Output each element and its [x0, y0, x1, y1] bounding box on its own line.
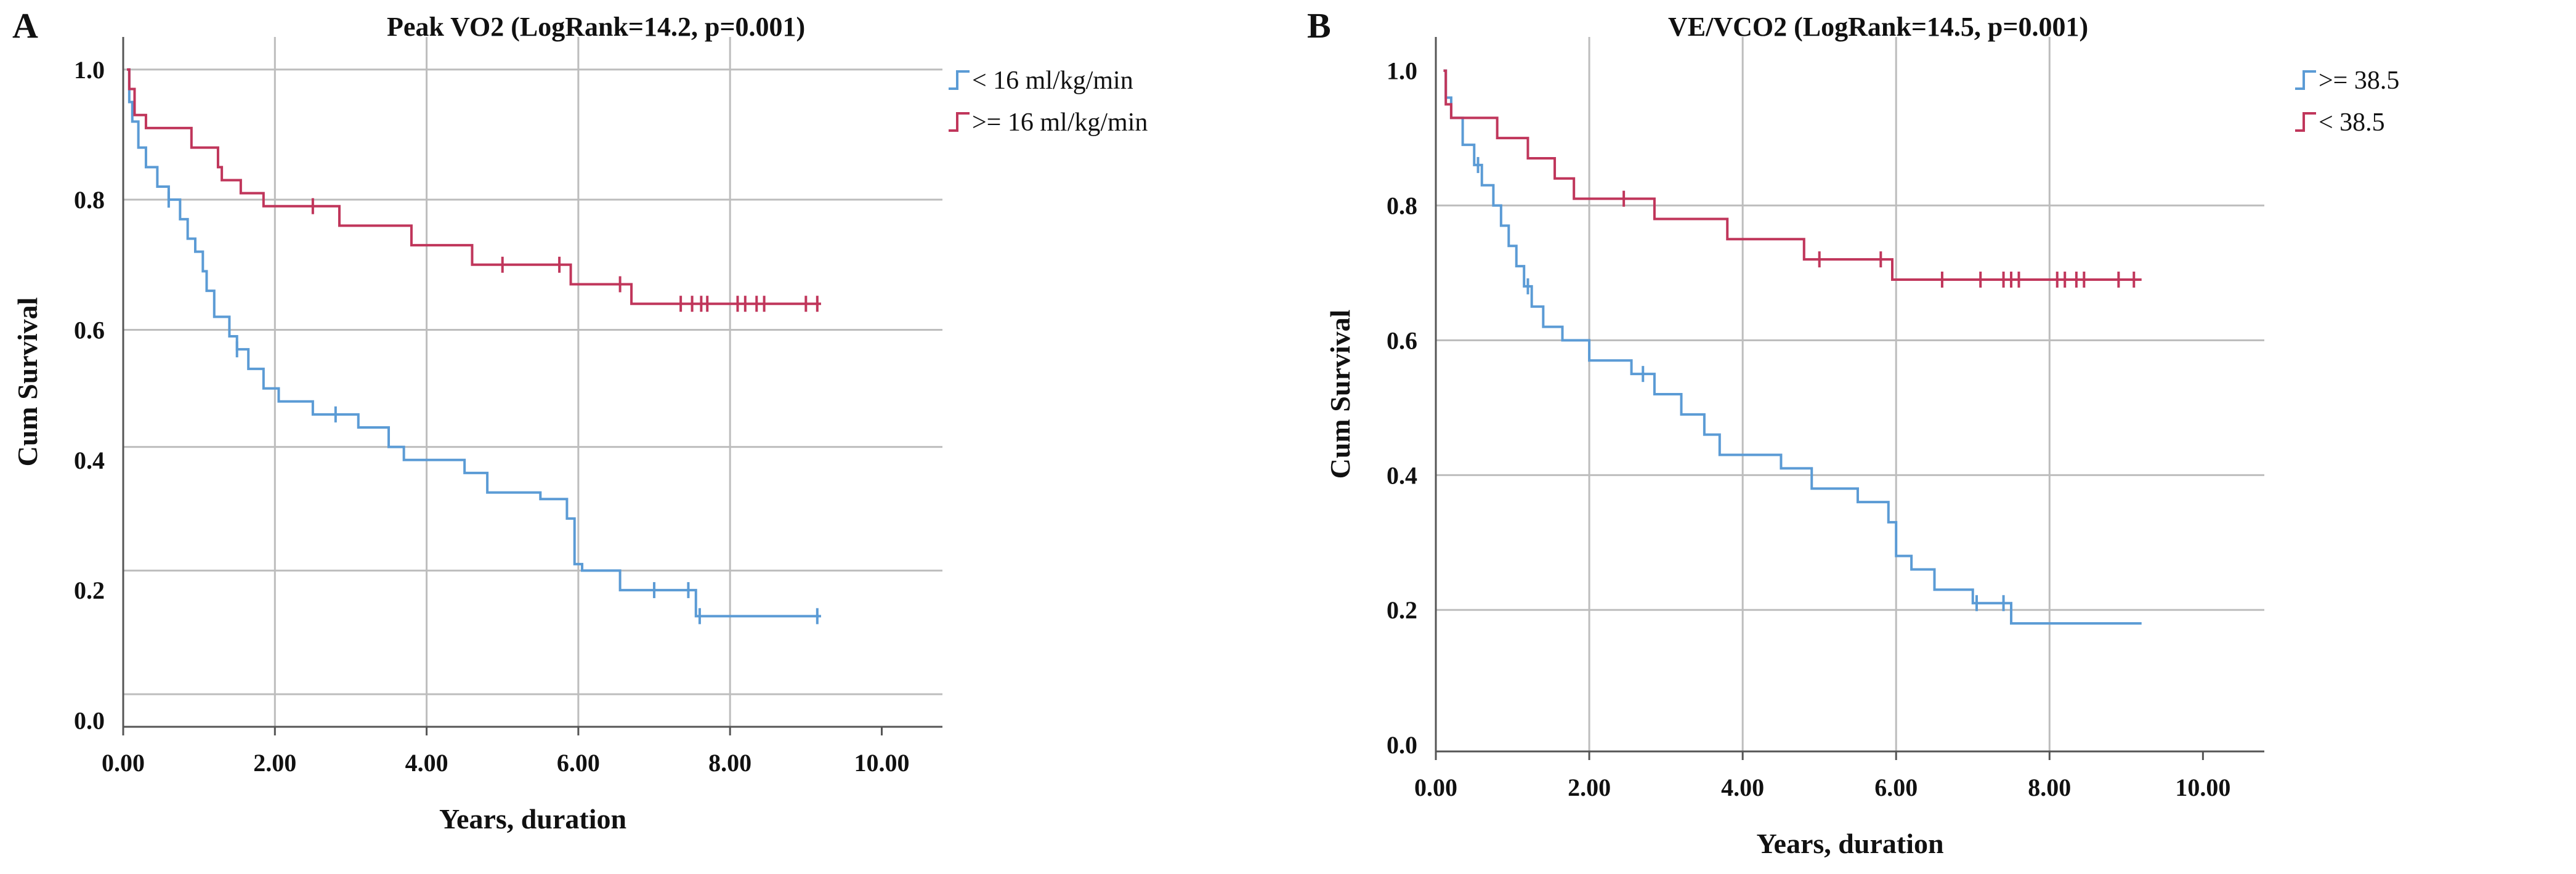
x-tick-label: 2.00 [253, 749, 296, 777]
series-line-1 [1443, 69, 2142, 281]
legend-swatch-0 [949, 70, 970, 90]
x-tick-label: 10.00 [2175, 774, 2230, 801]
y-tick-label: 1.0 [74, 56, 105, 84]
x-tick-label: 6.00 [557, 749, 600, 777]
y-tick-label: 0.8 [1387, 192, 1417, 220]
survival-chart-a: 0.00 2.00 4.00 6.00 8.00 10.00 0.0 0.2 0.4 0.6 0.8… [12, 37, 1148, 835]
legend-label-0: >= 38.5 [2319, 67, 2399, 95]
legend-label-1: < 38.5 [2319, 108, 2385, 137]
y-tick-label: 0.6 [74, 316, 105, 344]
legend-swatch-1 [2295, 112, 2316, 132]
x-tick-label: 6.00 [1874, 774, 1918, 801]
x-axis-title: Years, duration [1756, 828, 1943, 859]
legend-label-0: < 16 ml/kg/min [972, 67, 1133, 95]
x-tick-label: 0.00 [102, 749, 145, 777]
y-tick-label: 0.0 [1387, 731, 1417, 759]
y-tick-label: 0.6 [1387, 326, 1417, 354]
y-tick-label: 0.4 [74, 447, 105, 474]
y-tick-label: 0.4 [1387, 461, 1417, 489]
legend-swatch-0 [2295, 70, 2316, 90]
x-tick-label: 8.00 [708, 749, 751, 777]
series-line-1 [127, 68, 821, 305]
panel-letter-a: A [12, 6, 38, 46]
x-tick-label: 4.00 [405, 749, 448, 777]
legend-label-1: >= 16 ml/kg/min [972, 108, 1148, 137]
x-tick-label: 8.00 [2028, 774, 2071, 801]
x-tick-label: 2.00 [1568, 774, 1611, 801]
x-axis-title: Years, duration [439, 803, 626, 835]
y-tick-label: 1.0 [1387, 57, 1417, 85]
legend-swatch-1 [949, 112, 970, 132]
y-tick-label: 0.8 [74, 186, 105, 214]
chart-title-b: VE/VCO2 (LogRank=14.5, p=0.001) [1668, 12, 2089, 42]
y-axis-title: Cum Survival [1324, 310, 1356, 479]
series-line-0 [127, 68, 821, 618]
y-tick-label: 0.2 [74, 577, 105, 604]
y-tick-label: 0.0 [74, 706, 105, 734]
x-tick-label: 4.00 [1721, 774, 1764, 801]
x-tick-label: 0.00 [1414, 774, 1457, 801]
panel-letter-b: B [1307, 6, 1331, 46]
y-axis-title: Cum Survival [12, 297, 43, 467]
chart-title-a: Peak VO2 (LogRank=14.2, p=0.001) [387, 12, 806, 42]
series-line-0 [1443, 69, 2142, 625]
survival-chart-b: 0.00 2.00 4.00 6.00 8.00 10.00 0.0 0.2 0.4 0.6 0.8… [1324, 37, 2399, 859]
x-tick-label: 10.00 [854, 749, 909, 777]
y-tick-label: 0.2 [1387, 596, 1417, 624]
